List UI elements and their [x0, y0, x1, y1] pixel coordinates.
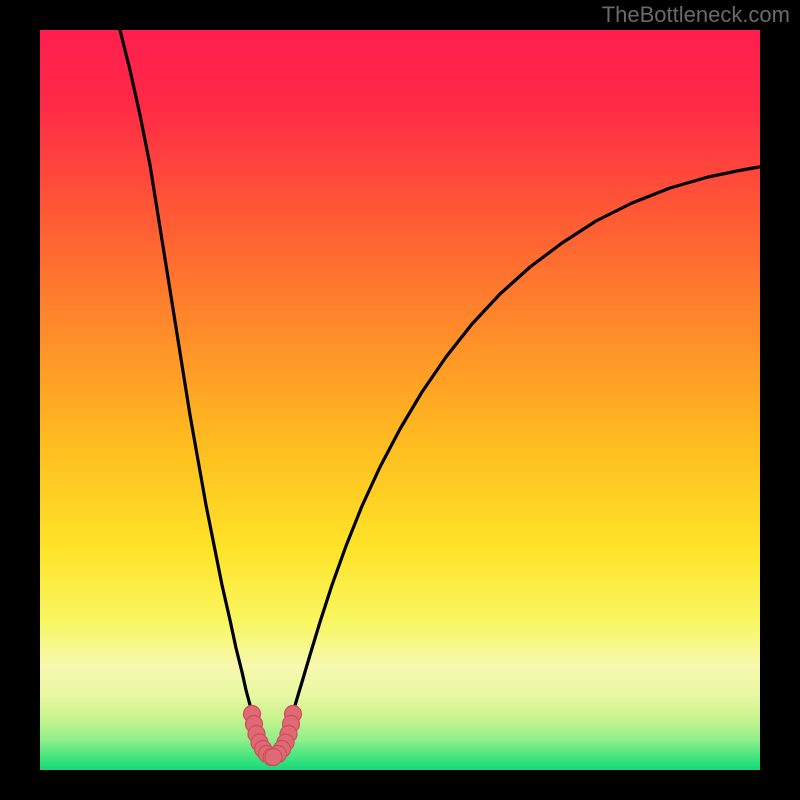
chart-stage: TheBottleneck.com [0, 0, 800, 800]
curve-left [120, 30, 253, 716]
curve-overlay [40, 30, 760, 770]
valley-right-marker [265, 749, 282, 766]
watermark-text: TheBottleneck.com [602, 2, 790, 28]
plot-area [40, 30, 760, 770]
curve-right [292, 167, 759, 716]
